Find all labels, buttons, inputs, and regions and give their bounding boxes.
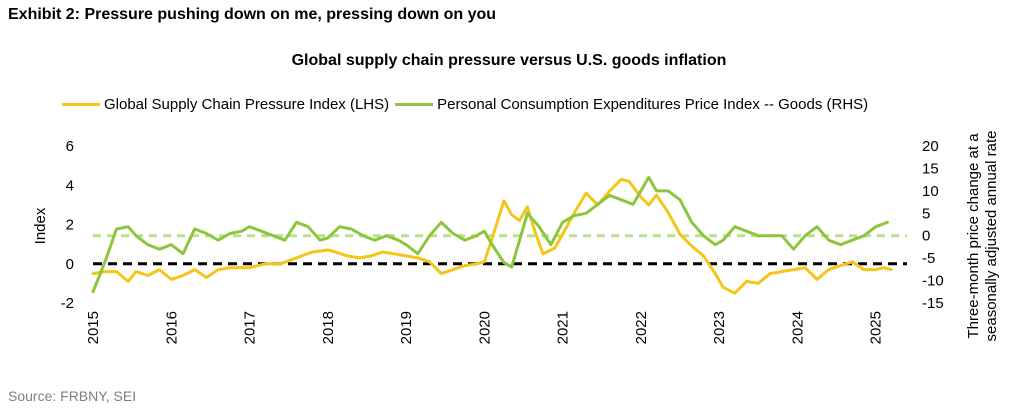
legend-swatch-gscpi	[62, 103, 100, 106]
x-tick-label: 2019	[398, 311, 415, 344]
y2-tick-label: -10	[922, 273, 944, 290]
y2-tick-label: 0	[922, 228, 930, 245]
x-tick-label: 2017	[242, 311, 259, 344]
gscpi-series-line	[91, 177, 893, 295]
series-group	[91, 175, 893, 295]
y2-axis-label-line2: seasonally adjusted annual rate	[983, 131, 1000, 342]
x-tick-label: 2025	[868, 311, 885, 344]
x-tick-label: 2015	[85, 311, 102, 344]
exhibit-title: Exhibit 2: Pressure pushing down on me, …	[8, 6, 497, 23]
legend-swatch-pce	[395, 103, 434, 106]
legend-item-pce: Personal Consumption Expenditures Price …	[395, 96, 868, 113]
x-tick-label: 2016	[163, 311, 180, 344]
y2-axis-label-line1: Three-month price change at a	[965, 133, 982, 339]
y-tick-label: 2	[66, 217, 74, 234]
y-tick-label: 4	[66, 177, 74, 194]
y-axis-label: Index	[32, 207, 49, 244]
x-tick-label: 2023	[711, 311, 728, 344]
legend-label-pce: Personal Consumption Expenditures Price …	[437, 96, 869, 113]
chart-legend: Global Supply Chain Pressure Index (LHS)…	[62, 96, 874, 113]
y2-tick-label: 20	[922, 138, 939, 155]
y-tick-label: 6	[66, 138, 74, 155]
x-tick-label: 2020	[476, 311, 493, 344]
x-tick-label: 2018	[320, 311, 337, 344]
y2-tick-label: -5	[922, 250, 935, 267]
legend-item-gscpi: Global Supply Chain Pressure Index (LHS)	[62, 96, 389, 113]
y2-tick-label: 10	[922, 183, 939, 200]
x-tick-label: 2024	[789, 311, 806, 344]
y2-tick-label: -15	[922, 295, 944, 312]
legend-label-gscpi: Global Supply Chain Pressure Index (LHS)	[104, 96, 390, 113]
x-tick-label: 2022	[633, 311, 650, 344]
y-tick-label: -2	[61, 295, 74, 312]
x-tick-label: 2021	[555, 311, 572, 344]
y2-tick-label: 5	[922, 205, 930, 222]
y2-tick-label: 15	[922, 160, 939, 177]
y-tick-label: 0	[66, 256, 74, 273]
source-note: Source: FRBNY, SEI	[8, 388, 137, 404]
pce-series-line	[91, 175, 889, 294]
chart-title: Global supply chain pressure versus U.S.…	[291, 52, 727, 69]
